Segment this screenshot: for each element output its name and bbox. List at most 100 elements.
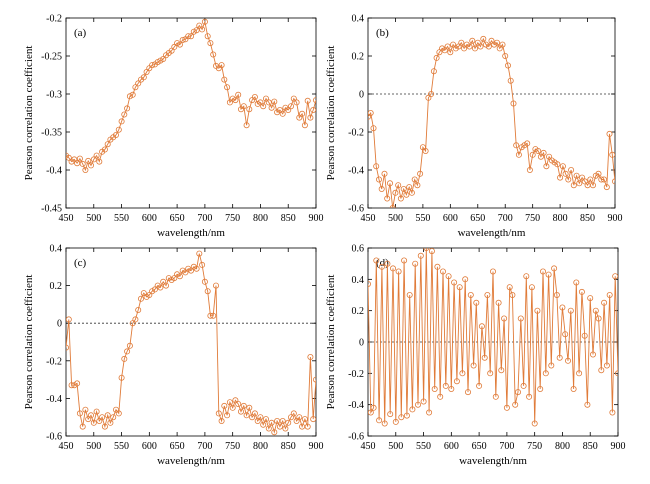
data-point	[565, 176, 572, 183]
data-point	[210, 51, 217, 58]
data-point	[215, 410, 222, 417]
data-point	[469, 37, 476, 44]
data-point	[381, 420, 388, 427]
x-tick-label: 700	[498, 213, 513, 224]
data-point	[565, 357, 572, 364]
data-point	[79, 423, 86, 430]
data-point	[121, 111, 128, 118]
x-tick-label: 900	[309, 213, 324, 224]
data-point	[313, 376, 316, 383]
x-tick-label: 650	[170, 213, 185, 224]
data-point	[124, 348, 131, 355]
data-point	[115, 410, 122, 417]
x-tick-label: 750	[225, 441, 240, 452]
data-point	[232, 397, 239, 404]
data-point	[403, 412, 410, 419]
data-point	[229, 404, 236, 411]
data-point	[384, 195, 391, 202]
data-point	[118, 374, 125, 381]
x-tick-label: 800	[553, 213, 568, 224]
data-point	[90, 156, 97, 163]
data-point	[502, 53, 509, 60]
data-point	[135, 80, 142, 87]
data-point	[262, 95, 269, 102]
data-point	[104, 141, 111, 148]
data-point	[243, 412, 250, 419]
data-point	[484, 291, 491, 298]
data-point	[310, 107, 316, 113]
data-point	[387, 411, 394, 418]
data-point	[423, 248, 430, 251]
y-tick-label: 0.6	[352, 244, 365, 255]
data-point	[568, 166, 575, 173]
data-point	[503, 404, 510, 411]
x-axis-title: wavelength/nm	[458, 227, 526, 239]
data-point	[368, 281, 371, 287]
data-point	[576, 180, 583, 187]
data-point	[251, 410, 258, 417]
data-point	[559, 304, 566, 311]
data-point	[414, 401, 421, 408]
data-point	[612, 273, 618, 280]
series-line	[368, 248, 618, 424]
data-point	[389, 205, 396, 208]
data-point	[104, 412, 111, 419]
data-point	[557, 174, 564, 181]
data-point	[420, 398, 427, 405]
y-tick-label: 0	[359, 338, 364, 349]
data-point	[546, 153, 553, 160]
x-tick-label: 750	[527, 441, 542, 452]
data-point	[304, 423, 311, 430]
y-tick-label: -0.2	[46, 356, 62, 367]
data-point	[204, 288, 211, 295]
data-point	[595, 315, 602, 322]
data-point	[268, 104, 275, 111]
data-point	[551, 265, 558, 272]
data-series	[66, 18, 316, 173]
data-point	[559, 163, 566, 170]
data-point	[401, 257, 408, 264]
y-axis-title: Pearson correlation coefficient	[23, 46, 35, 181]
data-point	[453, 378, 460, 385]
data-point	[476, 382, 483, 389]
x-tick-label: 900	[309, 441, 324, 452]
data-point	[204, 33, 211, 40]
x-tick-label: 800	[253, 213, 268, 224]
data-point	[287, 414, 294, 421]
data-point	[137, 295, 144, 302]
data-point	[562, 170, 569, 177]
data-point	[526, 166, 533, 173]
data-point	[384, 260, 391, 267]
data-point	[431, 385, 438, 392]
data-point	[74, 160, 81, 167]
x-tick-label: 900	[608, 213, 623, 224]
y-tick-label: 0.4	[352, 14, 365, 25]
data-point	[132, 84, 139, 91]
x-tick-label: 650	[470, 213, 485, 224]
data-point	[397, 195, 404, 202]
data-point	[260, 421, 267, 428]
data-point	[409, 406, 416, 413]
data-point	[224, 412, 231, 419]
data-point	[290, 410, 297, 417]
data-point	[96, 417, 103, 424]
data-point	[90, 419, 97, 426]
data-point	[135, 306, 142, 313]
data-point	[226, 99, 233, 106]
data-point	[307, 353, 314, 360]
x-tick-label: 550	[114, 213, 129, 224]
data-point	[524, 140, 531, 147]
data-point	[492, 393, 499, 400]
data-point	[462, 276, 469, 283]
data-point	[417, 170, 424, 177]
data-point	[115, 126, 122, 133]
data-point	[240, 402, 247, 409]
x-tick-label: 700	[197, 441, 212, 452]
data-point	[590, 182, 597, 189]
data-point	[373, 257, 380, 264]
data-point	[417, 252, 424, 259]
data-point	[368, 409, 374, 416]
data-point	[570, 182, 577, 189]
data-point	[66, 316, 72, 323]
data-point	[554, 161, 561, 168]
